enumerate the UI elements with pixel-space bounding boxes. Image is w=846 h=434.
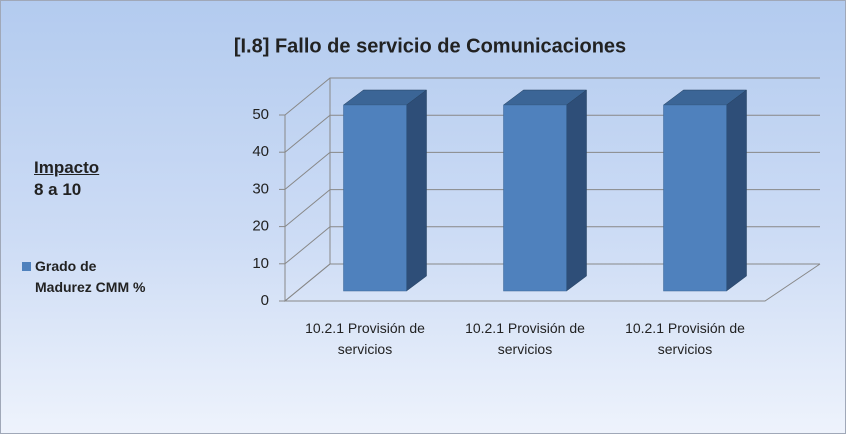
bar (343, 104, 407, 292)
floor (285, 263, 821, 302)
bar (503, 104, 567, 292)
x-tick-label: 10.2.1 Provisión de servicios (465, 320, 585, 357)
bar (663, 104, 727, 292)
grid-line (284, 263, 820, 302)
grid-line (284, 226, 820, 265)
annotation: 8 a 10 (34, 180, 82, 199)
grid-line (284, 151, 820, 190)
chart-title: [I.8] Fallo de servicio de Comunicacione… (234, 35, 626, 57)
y-tick-label: 40 (252, 143, 269, 160)
y-tick-label: 20 (252, 218, 269, 235)
x-tick-label: 10.2.1 Provisión de servicios (625, 320, 745, 357)
bar-side (406, 89, 427, 292)
legend-swatch (22, 262, 31, 271)
bar-side (726, 89, 747, 292)
annotation: Impacto (34, 158, 100, 177)
grid-line (284, 189, 820, 227)
y-tick-label: 0 (261, 292, 269, 309)
y-tick-label: 10 (252, 255, 269, 272)
y-tick-label: 30 (252, 180, 269, 197)
x-tick-label: 10.2.1 Provisión de servicios (305, 320, 425, 357)
y-tick-label: 50 (252, 106, 269, 123)
bar-side (566, 89, 587, 292)
legend-label: Grado de Madurez CMM % (35, 258, 146, 295)
grid-line (284, 77, 820, 116)
grid-line (284, 114, 820, 153)
